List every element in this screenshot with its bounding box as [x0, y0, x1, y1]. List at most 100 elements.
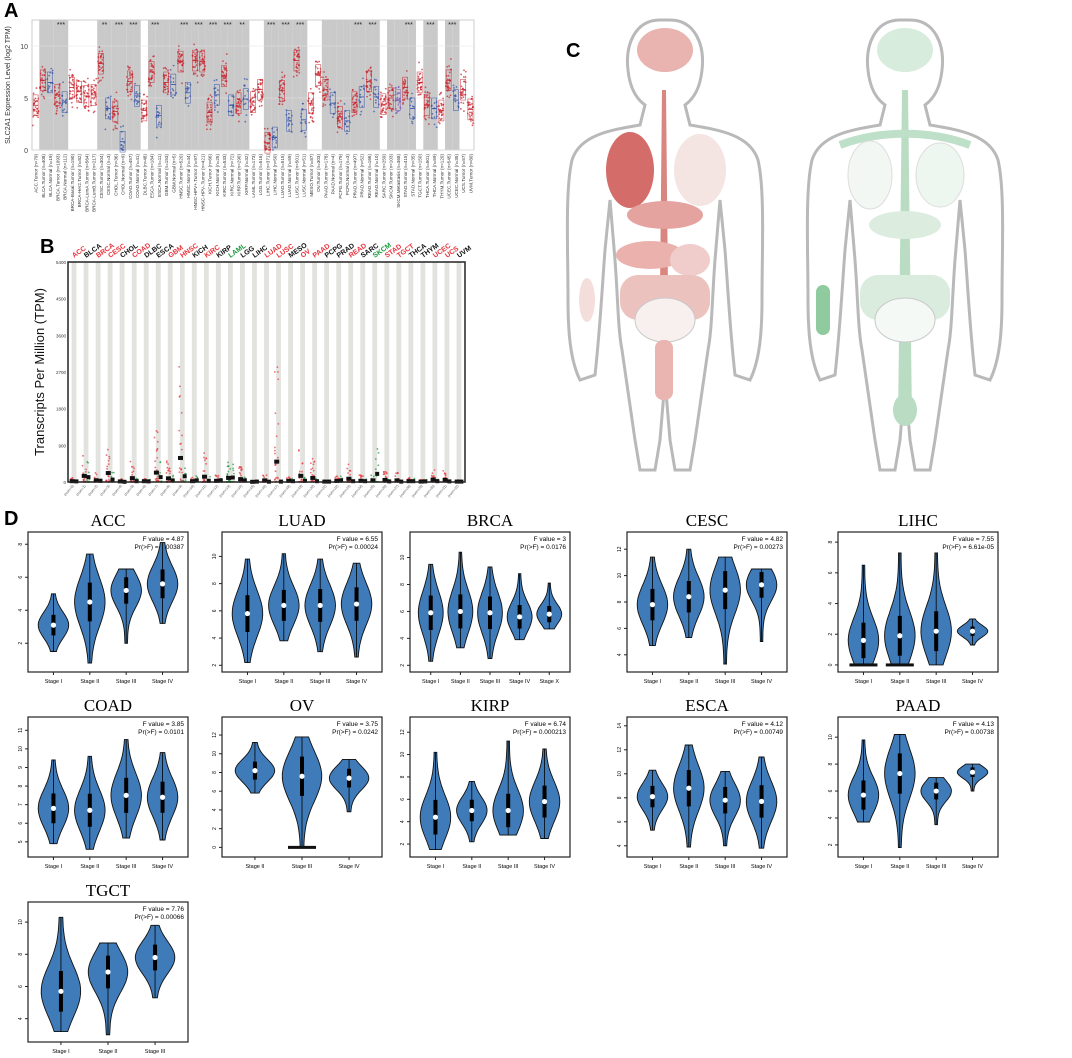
data-point [37, 116, 39, 119]
f-value: F value = 3.85 [143, 721, 185, 728]
significance-shade [321, 20, 330, 150]
x-tick-label: Stage I [855, 864, 873, 870]
data-point [383, 99, 386, 102]
data-point [214, 106, 216, 109]
data-point [84, 89, 87, 92]
data-point [151, 74, 154, 77]
data-point [309, 104, 312, 107]
x-tick-label: Stage IV [534, 864, 555, 870]
data-point [114, 127, 117, 130]
data-point [420, 88, 422, 91]
x-tick-label: (num=8) [160, 484, 172, 497]
data-point [221, 79, 224, 82]
tumor-point [275, 435, 278, 438]
data-point [345, 125, 348, 128]
data-point [383, 111, 386, 114]
x-tick-label: Stage IV [152, 679, 173, 685]
significance-stars: *** [224, 22, 232, 29]
tumor-point [156, 477, 159, 480]
panel-b-tpm-scatter: ACC(num=0)BLCA(num=1)BRCA(num=2)CESC(num… [32, 242, 473, 498]
data-point [425, 96, 428, 98]
data-point [469, 118, 471, 120]
data-point [76, 79, 78, 82]
data-point [404, 91, 407, 93]
tumor-point [227, 465, 230, 468]
data-point [324, 104, 327, 106]
significance-stars: *** [129, 22, 137, 29]
data-point [440, 103, 443, 105]
data-point [216, 111, 219, 113]
data-point [116, 127, 118, 130]
tumor-point [382, 473, 385, 476]
data-point [382, 100, 385, 103]
data-point [31, 124, 34, 127]
panel-label-a: A [4, 0, 19, 22]
data-point [336, 131, 339, 134]
normal-point [339, 475, 342, 478]
data-point [222, 60, 224, 63]
y-tick-label: 12 [212, 732, 218, 738]
x-tick-label: UCS.Tumor (n=57) [461, 154, 466, 193]
data-point [389, 83, 391, 86]
y-tick-label: 2 [828, 633, 834, 636]
data-point [454, 100, 457, 103]
significance-shade [147, 20, 156, 150]
data-point [113, 98, 116, 100]
x-tick-label: READ.Tumor (n=166) [367, 154, 372, 199]
data-point [68, 81, 71, 84]
x-tick-label: GBM.Tumor (n=153) [164, 154, 169, 197]
data-point [435, 126, 438, 128]
data-point [115, 91, 118, 94]
data-point [216, 89, 219, 92]
data-point [122, 145, 125, 147]
data-point [69, 68, 72, 71]
tumor-point [107, 459, 110, 462]
normal-median [182, 474, 187, 479]
data-point [439, 92, 442, 95]
data-point [201, 54, 204, 57]
data-point [463, 93, 465, 96]
normal-point [243, 476, 246, 479]
data-point [391, 115, 394, 118]
data-point [71, 106, 74, 109]
tumor-median [190, 479, 196, 484]
significance-shade [285, 20, 293, 150]
data-point [390, 95, 393, 97]
tumor-median [346, 476, 352, 481]
y-tick-label: 4 [400, 637, 406, 640]
tumor-point [263, 476, 265, 479]
data-point [129, 74, 131, 77]
significance-shade [111, 20, 119, 150]
cancer-shade [432, 262, 438, 482]
x-tick-label: (num=4) [111, 484, 123, 497]
data-point [418, 82, 421, 85]
data-point [93, 79, 95, 82]
data-point [157, 116, 160, 118]
x-tick-label: THCA.Normal (n=59) [432, 154, 437, 198]
data-point [345, 132, 348, 135]
data-point [105, 101, 108, 104]
data-point [315, 60, 317, 63]
data-point [331, 116, 334, 119]
x-tick-label: TGCT.Tumor (n=150) [418, 154, 423, 198]
data-point [413, 116, 415, 119]
x-tick-label: Stage II [679, 679, 698, 685]
data-point [187, 104, 190, 107]
significance-shade [104, 20, 112, 150]
data-point [339, 114, 341, 116]
normal-median [98, 478, 103, 483]
x-tick-label: (num=2) [87, 484, 99, 497]
tumor-point [131, 471, 134, 474]
data-point [213, 79, 216, 82]
data-point [418, 79, 421, 82]
data-point [61, 114, 64, 117]
y-tick-label: 6 [212, 790, 218, 793]
data-point [194, 65, 197, 68]
x-tick-label: THYM.Tumor (n=120) [439, 154, 444, 199]
data-point [355, 110, 358, 113]
data-point [108, 113, 111, 115]
data-point [375, 79, 378, 82]
data-point [340, 110, 343, 113]
normal-point [413, 477, 416, 480]
y-tick-label: 5 [18, 840, 24, 843]
